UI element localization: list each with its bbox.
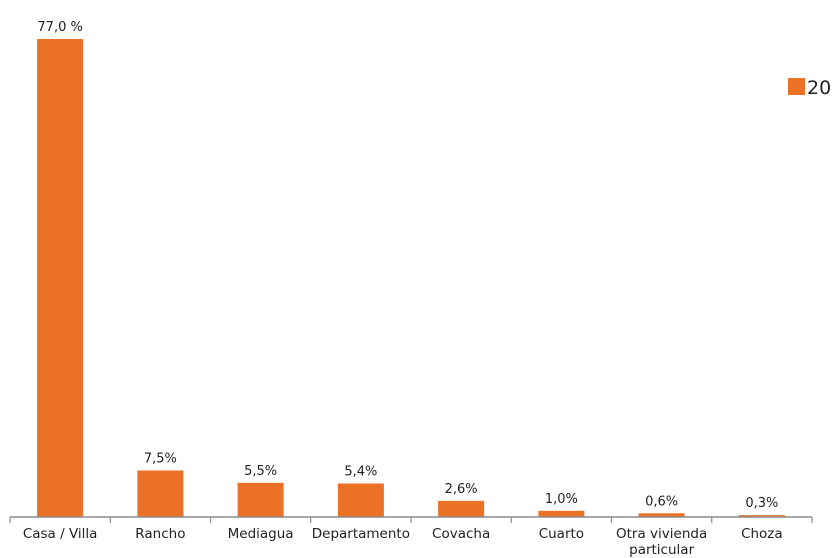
category-label: Cuarto <box>539 526 584 542</box>
data-label: 77,0 % <box>37 20 82 35</box>
category-label: Departamento <box>312 526 410 542</box>
legend-label-2010: 2010 <box>807 77 833 99</box>
legend-swatch-2010 <box>788 78 805 95</box>
bar <box>638 513 685 517</box>
bar <box>37 39 84 517</box>
bar <box>137 470 184 517</box>
bar <box>337 483 384 517</box>
data-labels-group: 77,0 % 7,5% 5,5% 5,4% 2,6% 1,0% 0,6% 0,3% <box>37 20 778 511</box>
bar <box>738 515 785 517</box>
bar <box>438 500 485 517</box>
legend: 2010 <box>788 77 833 99</box>
category-label: Casa / Villa <box>23 526 98 542</box>
category-label: Rancho <box>135 526 185 542</box>
data-label: 1,0% <box>545 492 578 507</box>
category-label: Choza <box>741 526 783 542</box>
bars-group <box>37 39 785 517</box>
category-label: Mediagua <box>228 526 294 542</box>
data-label: 2,6% <box>445 482 478 497</box>
bar <box>237 482 284 517</box>
category-labels-group: Casa / Villa Rancho Mediagua Departamento Co… <box>23 526 783 558</box>
category-label: Otra vivienda <box>616 526 707 542</box>
data-label: 5,4% <box>344 464 377 479</box>
category-label: Covacha <box>432 526 490 542</box>
data-label: 0,6% <box>645 494 678 509</box>
bar <box>538 510 585 517</box>
data-label: 5,5% <box>244 464 277 479</box>
data-label: 7,5% <box>144 451 177 466</box>
category-label: particular <box>629 542 694 558</box>
x-axis-ticks <box>9 517 813 523</box>
data-label: 0,3% <box>745 496 778 511</box>
